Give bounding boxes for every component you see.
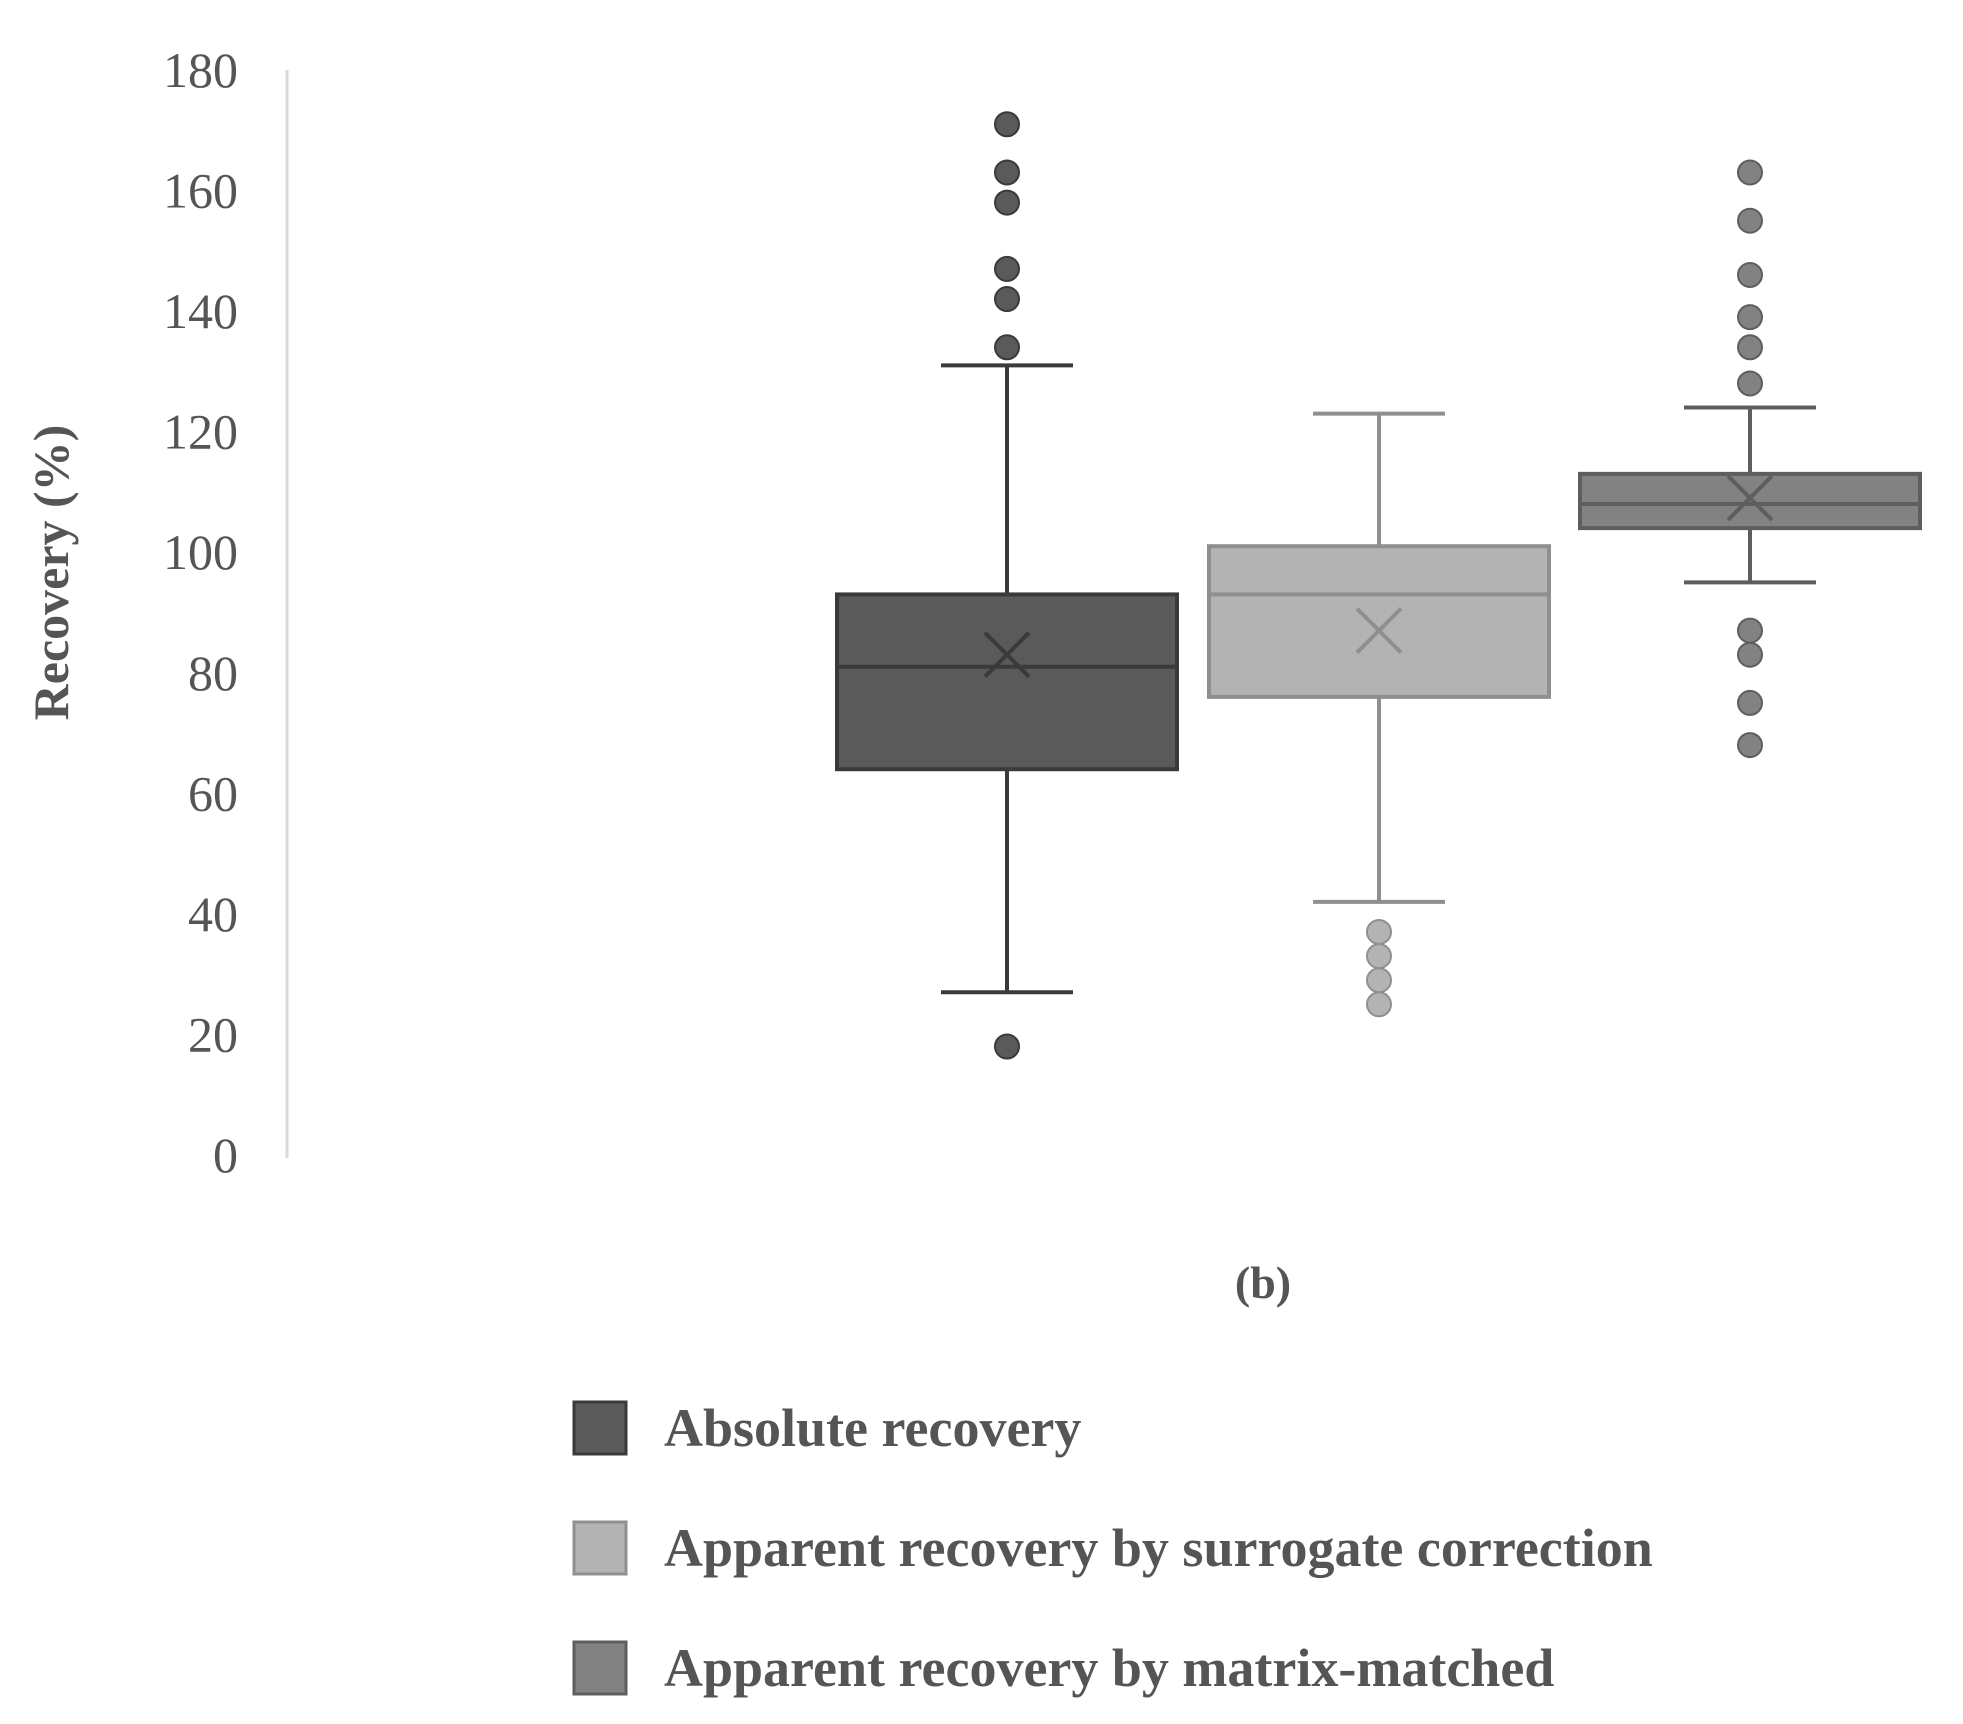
- outlier-point: [1737, 159, 1763, 186]
- outlier-point: [1737, 732, 1763, 759]
- box-iqr: [1578, 471, 1922, 531]
- outlier-point: [994, 1033, 1020, 1060]
- outlier-point: [994, 111, 1020, 138]
- y-tick-label: 60: [188, 765, 238, 821]
- outlier-point: [1737, 370, 1763, 397]
- y-tick-label: 40: [188, 886, 238, 942]
- outlier-point: [1737, 334, 1763, 361]
- y-tick-label: 80: [188, 645, 238, 701]
- outlier-point: [994, 334, 1020, 361]
- outlier-point: [1737, 304, 1763, 331]
- legend-item: Apparent recovery by surrogate correctio…: [572, 1518, 1653, 1578]
- outlier-point: [1737, 641, 1763, 668]
- legend-label: Absolute recovery: [664, 1398, 1081, 1458]
- outlier-point: [1737, 617, 1763, 644]
- legend: Absolute recovery Apparent recovery by su…: [572, 1398, 1653, 1698]
- outlier-point: [994, 255, 1020, 282]
- panel-label: (b): [1235, 1257, 1291, 1308]
- mean-marker: [983, 631, 1031, 679]
- outlier-point: [1366, 991, 1392, 1018]
- y-axis: 0 20 40 60 80 100 120 140 160 180: [163, 42, 289, 1183]
- outlier-point: [994, 159, 1020, 186]
- y-tick-label: 100: [163, 524, 238, 580]
- y-tick-label: 120: [163, 404, 238, 460]
- outlier-point: [1366, 967, 1392, 994]
- y-tick-label: 20: [188, 1006, 238, 1062]
- legend-swatch: [572, 1400, 628, 1456]
- box-group-3: [1578, 159, 1922, 759]
- box-iqr: [1207, 544, 1551, 699]
- outlier-point: [1737, 261, 1763, 288]
- y-axis-label: Recovery (%): [23, 425, 79, 721]
- legend-item: Apparent recovery by matrix-matched: [572, 1638, 1554, 1698]
- legend-swatch: [572, 1520, 628, 1576]
- legend-label: Apparent recovery by surrogate correctio…: [664, 1518, 1653, 1578]
- outlier-point: [1366, 918, 1392, 945]
- box-iqr: [835, 592, 1179, 772]
- box-group-1: [835, 111, 1179, 1060]
- plot-area: [835, 111, 1922, 1060]
- y-tick-label: 180: [163, 42, 238, 98]
- legend-swatch: [572, 1640, 628, 1696]
- y-tick-label: 160: [163, 163, 238, 219]
- y-tick-label: 140: [163, 283, 238, 339]
- mean-marker: [1726, 474, 1774, 522]
- outlier-point: [1366, 943, 1392, 970]
- outlier-point: [994, 286, 1020, 313]
- legend-label: Apparent recovery by matrix-matched: [664, 1638, 1554, 1698]
- mean-marker: [1355, 607, 1403, 654]
- outlier-point: [1737, 207, 1763, 234]
- y-tick-label: 0: [213, 1127, 238, 1183]
- box-group-2: [1207, 411, 1551, 1018]
- outlier-point: [994, 189, 1020, 216]
- outlier-point: [1737, 689, 1763, 716]
- legend-item: Absolute recovery: [572, 1398, 1081, 1458]
